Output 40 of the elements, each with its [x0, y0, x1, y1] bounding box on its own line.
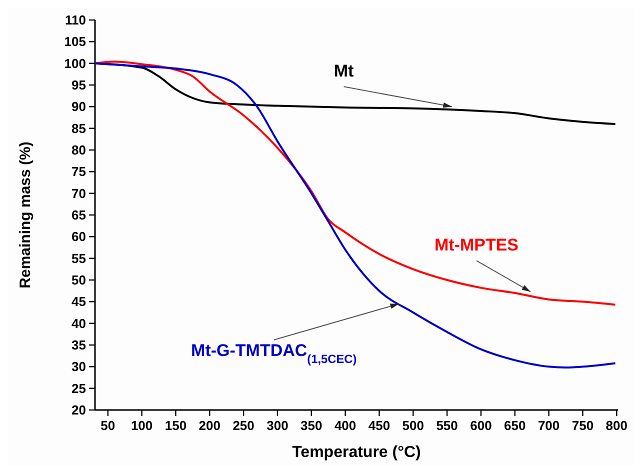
- y-tick-label: 65: [72, 208, 86, 223]
- y-tick-label: 110: [65, 12, 86, 28]
- y-tick-label: 35: [72, 338, 86, 353]
- x-axis-title: Temperature (°C): [292, 444, 421, 461]
- x-tick-label: 750: [572, 418, 594, 433]
- x-tick-label: 800: [606, 418, 628, 433]
- annotation: Mt: [334, 62, 354, 81]
- annotation: Mt-MPTES: [434, 236, 519, 255]
- x-tick-label: 50: [100, 418, 116, 433]
- x-tick-label: 550: [436, 418, 458, 433]
- x-tick-label: 400: [334, 418, 356, 433]
- y-tick-label: 80: [72, 142, 86, 158]
- y-tick-label: 95: [72, 78, 86, 93]
- y-tick-label: 60: [72, 229, 86, 244]
- x-tick-label: 650: [504, 418, 526, 433]
- y-tick-label: 55: [72, 250, 86, 266]
- y-tick-label: 85: [72, 120, 86, 136]
- y-tick-label: 75: [72, 164, 86, 180]
- y-tick-label: 45: [72, 294, 86, 310]
- y-tick-label: 25: [72, 380, 86, 396]
- y-tick-label: 90: [72, 99, 86, 114]
- x-tick-label: 450: [368, 418, 390, 433]
- y-tick-label: 100: [64, 56, 86, 71]
- y-tick-label: 30: [72, 359, 86, 374]
- x-tick-label: 150: [164, 418, 187, 433]
- x-tick-label: 600: [470, 418, 492, 433]
- x-tick-label: 500: [402, 418, 424, 433]
- x-tick-label: 200: [198, 418, 220, 433]
- y-tick-label: 40: [72, 316, 86, 331]
- annotation: Mt-G-TMTDAC$_{(1,5CEC)}$: [191, 340, 357, 366]
- x-tick-label: 100: [130, 418, 153, 433]
- x-tick-label: 350: [300, 418, 322, 433]
- y-tick-label: 50: [72, 272, 86, 288]
- y-tick-label: 70: [72, 186, 86, 201]
- x-tick-label: 700: [538, 418, 560, 433]
- x-tick-label: 250: [232, 418, 254, 433]
- x-tick-label: 300: [266, 418, 288, 433]
- y-tick-label: 20: [72, 402, 86, 418]
- y-tick-label: 105: [64, 34, 86, 50]
- y-axis-title: Remaining mass (%): [17, 142, 34, 288]
